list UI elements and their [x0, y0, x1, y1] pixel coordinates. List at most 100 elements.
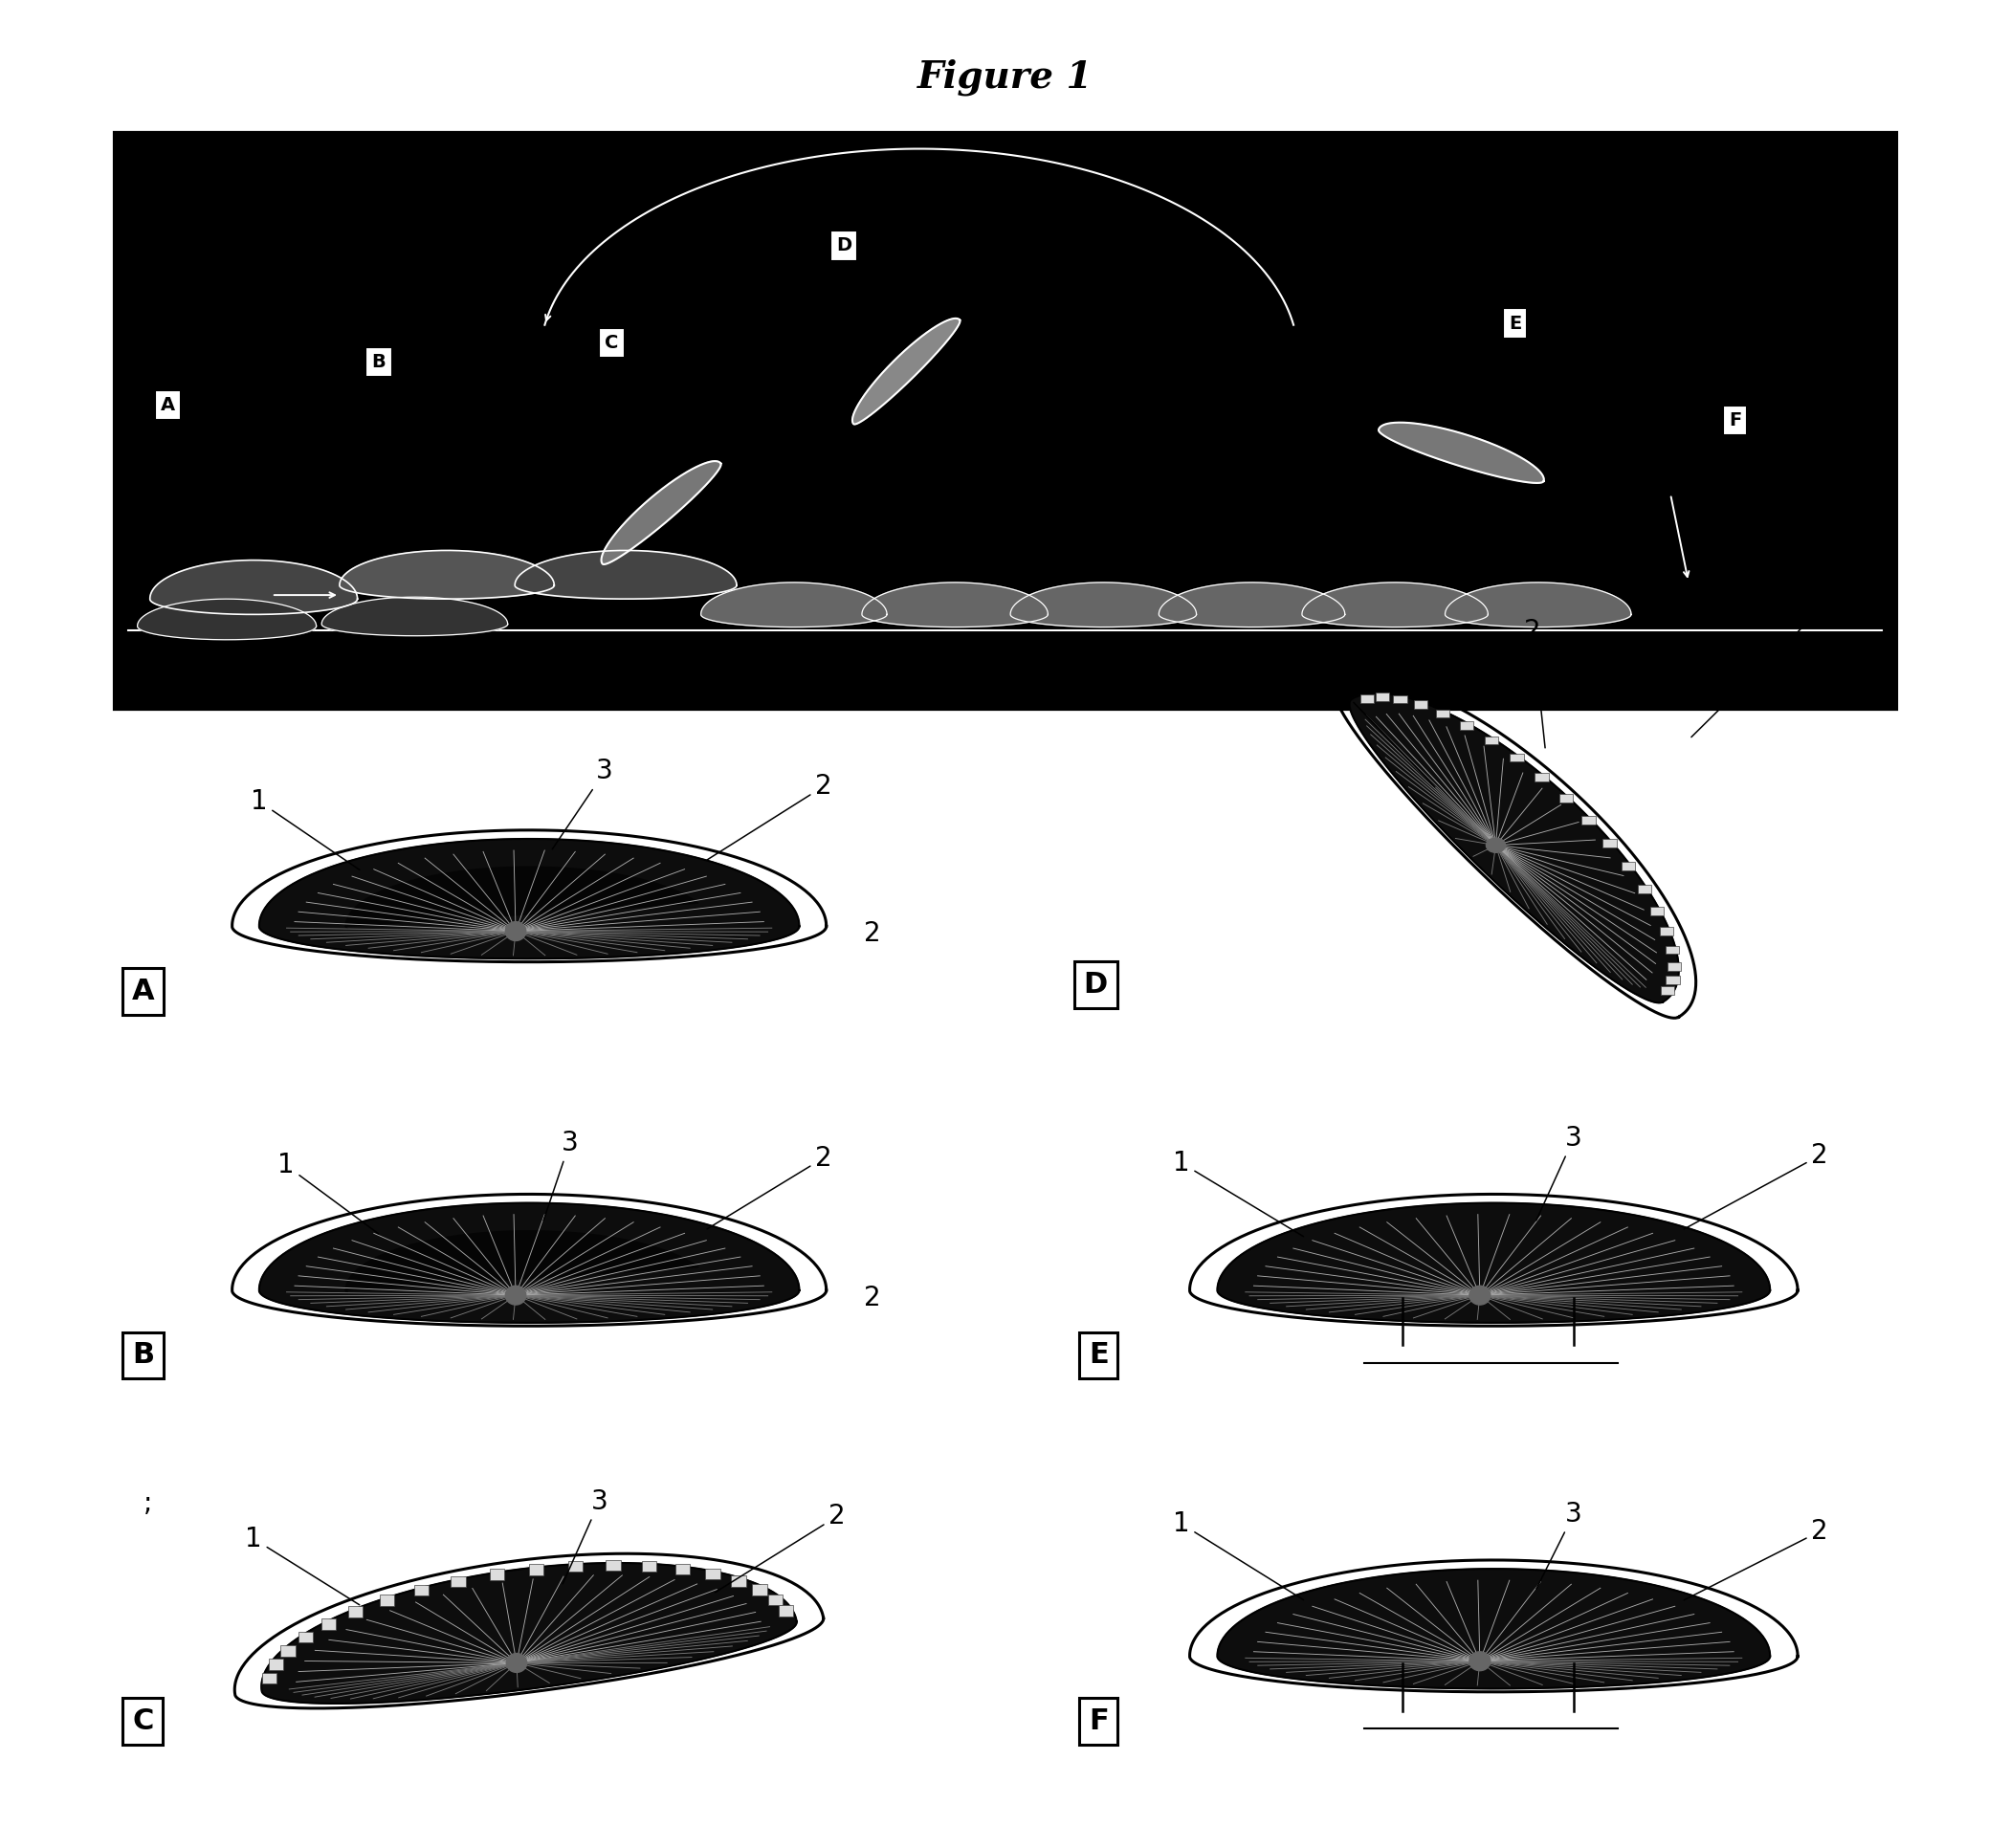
Polygon shape: [1445, 582, 1632, 626]
Polygon shape: [259, 839, 800, 959]
Polygon shape: [151, 560, 358, 614]
Bar: [1638, 885, 1650, 893]
Text: 2: 2: [864, 920, 880, 948]
Bar: [414, 1586, 428, 1595]
Text: C: C: [133, 1708, 153, 1735]
Bar: [1660, 987, 1674, 994]
Bar: [1582, 817, 1596, 824]
Bar: [269, 1660, 283, 1671]
Text: F: F: [1729, 412, 1741, 429]
Bar: [1375, 693, 1389, 700]
Text: 2: 2: [864, 1284, 880, 1312]
Bar: [1560, 793, 1572, 802]
Bar: [380, 1595, 394, 1606]
Circle shape: [1469, 1652, 1489, 1671]
Text: Figure 1: Figure 1: [917, 59, 1093, 96]
Polygon shape: [261, 1563, 796, 1704]
Text: 1: 1: [277, 1151, 378, 1234]
Text: B: B: [133, 1342, 155, 1369]
Bar: [1459, 721, 1473, 730]
Polygon shape: [322, 597, 509, 636]
Bar: [1393, 695, 1407, 704]
Bar: [297, 1632, 314, 1643]
Circle shape: [1485, 837, 1505, 852]
Text: 1: 1: [245, 1525, 360, 1604]
Bar: [529, 1563, 543, 1574]
Polygon shape: [1349, 693, 1678, 1003]
Bar: [322, 1619, 336, 1630]
Text: 2: 2: [708, 1144, 832, 1229]
Bar: [768, 1595, 782, 1606]
Polygon shape: [862, 582, 1047, 626]
Text: 2: 2: [1524, 617, 1546, 748]
Polygon shape: [1160, 582, 1345, 626]
Polygon shape: [1302, 582, 1487, 626]
Text: B: B: [372, 353, 386, 371]
Bar: [490, 1569, 505, 1580]
Text: F: F: [1089, 1708, 1108, 1735]
Polygon shape: [346, 867, 697, 930]
Text: 3: 3: [1536, 1125, 1582, 1220]
Polygon shape: [1218, 1203, 1771, 1323]
Polygon shape: [346, 1231, 697, 1294]
Text: A: A: [133, 978, 155, 1005]
Bar: [1666, 976, 1680, 985]
Bar: [1536, 772, 1548, 782]
Circle shape: [507, 1654, 527, 1672]
Text: E: E: [1089, 1342, 1108, 1369]
Text: 2: 2: [1684, 1517, 1829, 1600]
Bar: [1668, 963, 1680, 970]
Bar: [1485, 736, 1497, 745]
Polygon shape: [852, 318, 961, 425]
Text: 3: 3: [1536, 1501, 1582, 1589]
Bar: [1413, 700, 1427, 710]
Bar: [261, 1672, 277, 1684]
Polygon shape: [701, 582, 886, 626]
Text: 1: 1: [1174, 1149, 1302, 1236]
Polygon shape: [1011, 582, 1196, 626]
Bar: [1622, 861, 1634, 870]
Bar: [1660, 928, 1674, 935]
Text: C: C: [605, 334, 619, 351]
Bar: [605, 1560, 621, 1571]
Bar: [1510, 754, 1524, 761]
Circle shape: [505, 1286, 527, 1305]
Polygon shape: [1379, 423, 1544, 482]
Text: 3: 3: [543, 1129, 579, 1220]
Text: 2: 2: [1684, 1142, 1829, 1229]
Text: 2: 2: [708, 772, 832, 859]
Bar: [1437, 710, 1449, 717]
Bar: [732, 1576, 746, 1586]
Bar: [450, 1576, 466, 1587]
Text: 3: 3: [553, 758, 613, 848]
Polygon shape: [1218, 1569, 1771, 1689]
Bar: [1650, 907, 1664, 915]
Bar: [281, 1645, 295, 1656]
Polygon shape: [601, 462, 722, 564]
Text: D: D: [836, 237, 852, 255]
Bar: [567, 1562, 583, 1573]
Circle shape: [505, 922, 527, 941]
Text: 3: 3: [563, 1488, 607, 1584]
Bar: [778, 1606, 792, 1617]
Bar: [706, 1569, 720, 1580]
Text: 2: 2: [716, 1502, 846, 1593]
Polygon shape: [259, 1203, 800, 1323]
Bar: [752, 1584, 766, 1595]
Polygon shape: [340, 551, 555, 599]
Bar: [1666, 946, 1678, 954]
Text: E: E: [1508, 314, 1522, 333]
Polygon shape: [137, 599, 316, 639]
Polygon shape: [515, 551, 738, 599]
Text: 3: 3: [1690, 601, 1825, 737]
Text: 1: 1: [1333, 676, 1435, 787]
Bar: [348, 1606, 364, 1617]
Text: ;: ;: [143, 1489, 153, 1517]
Bar: [1361, 695, 1375, 702]
Bar: [1602, 839, 1616, 846]
Text: D: D: [1083, 970, 1108, 1000]
Text: 1: 1: [1174, 1510, 1304, 1600]
Bar: [675, 1563, 689, 1574]
Circle shape: [1469, 1286, 1489, 1305]
Bar: [641, 1562, 657, 1571]
